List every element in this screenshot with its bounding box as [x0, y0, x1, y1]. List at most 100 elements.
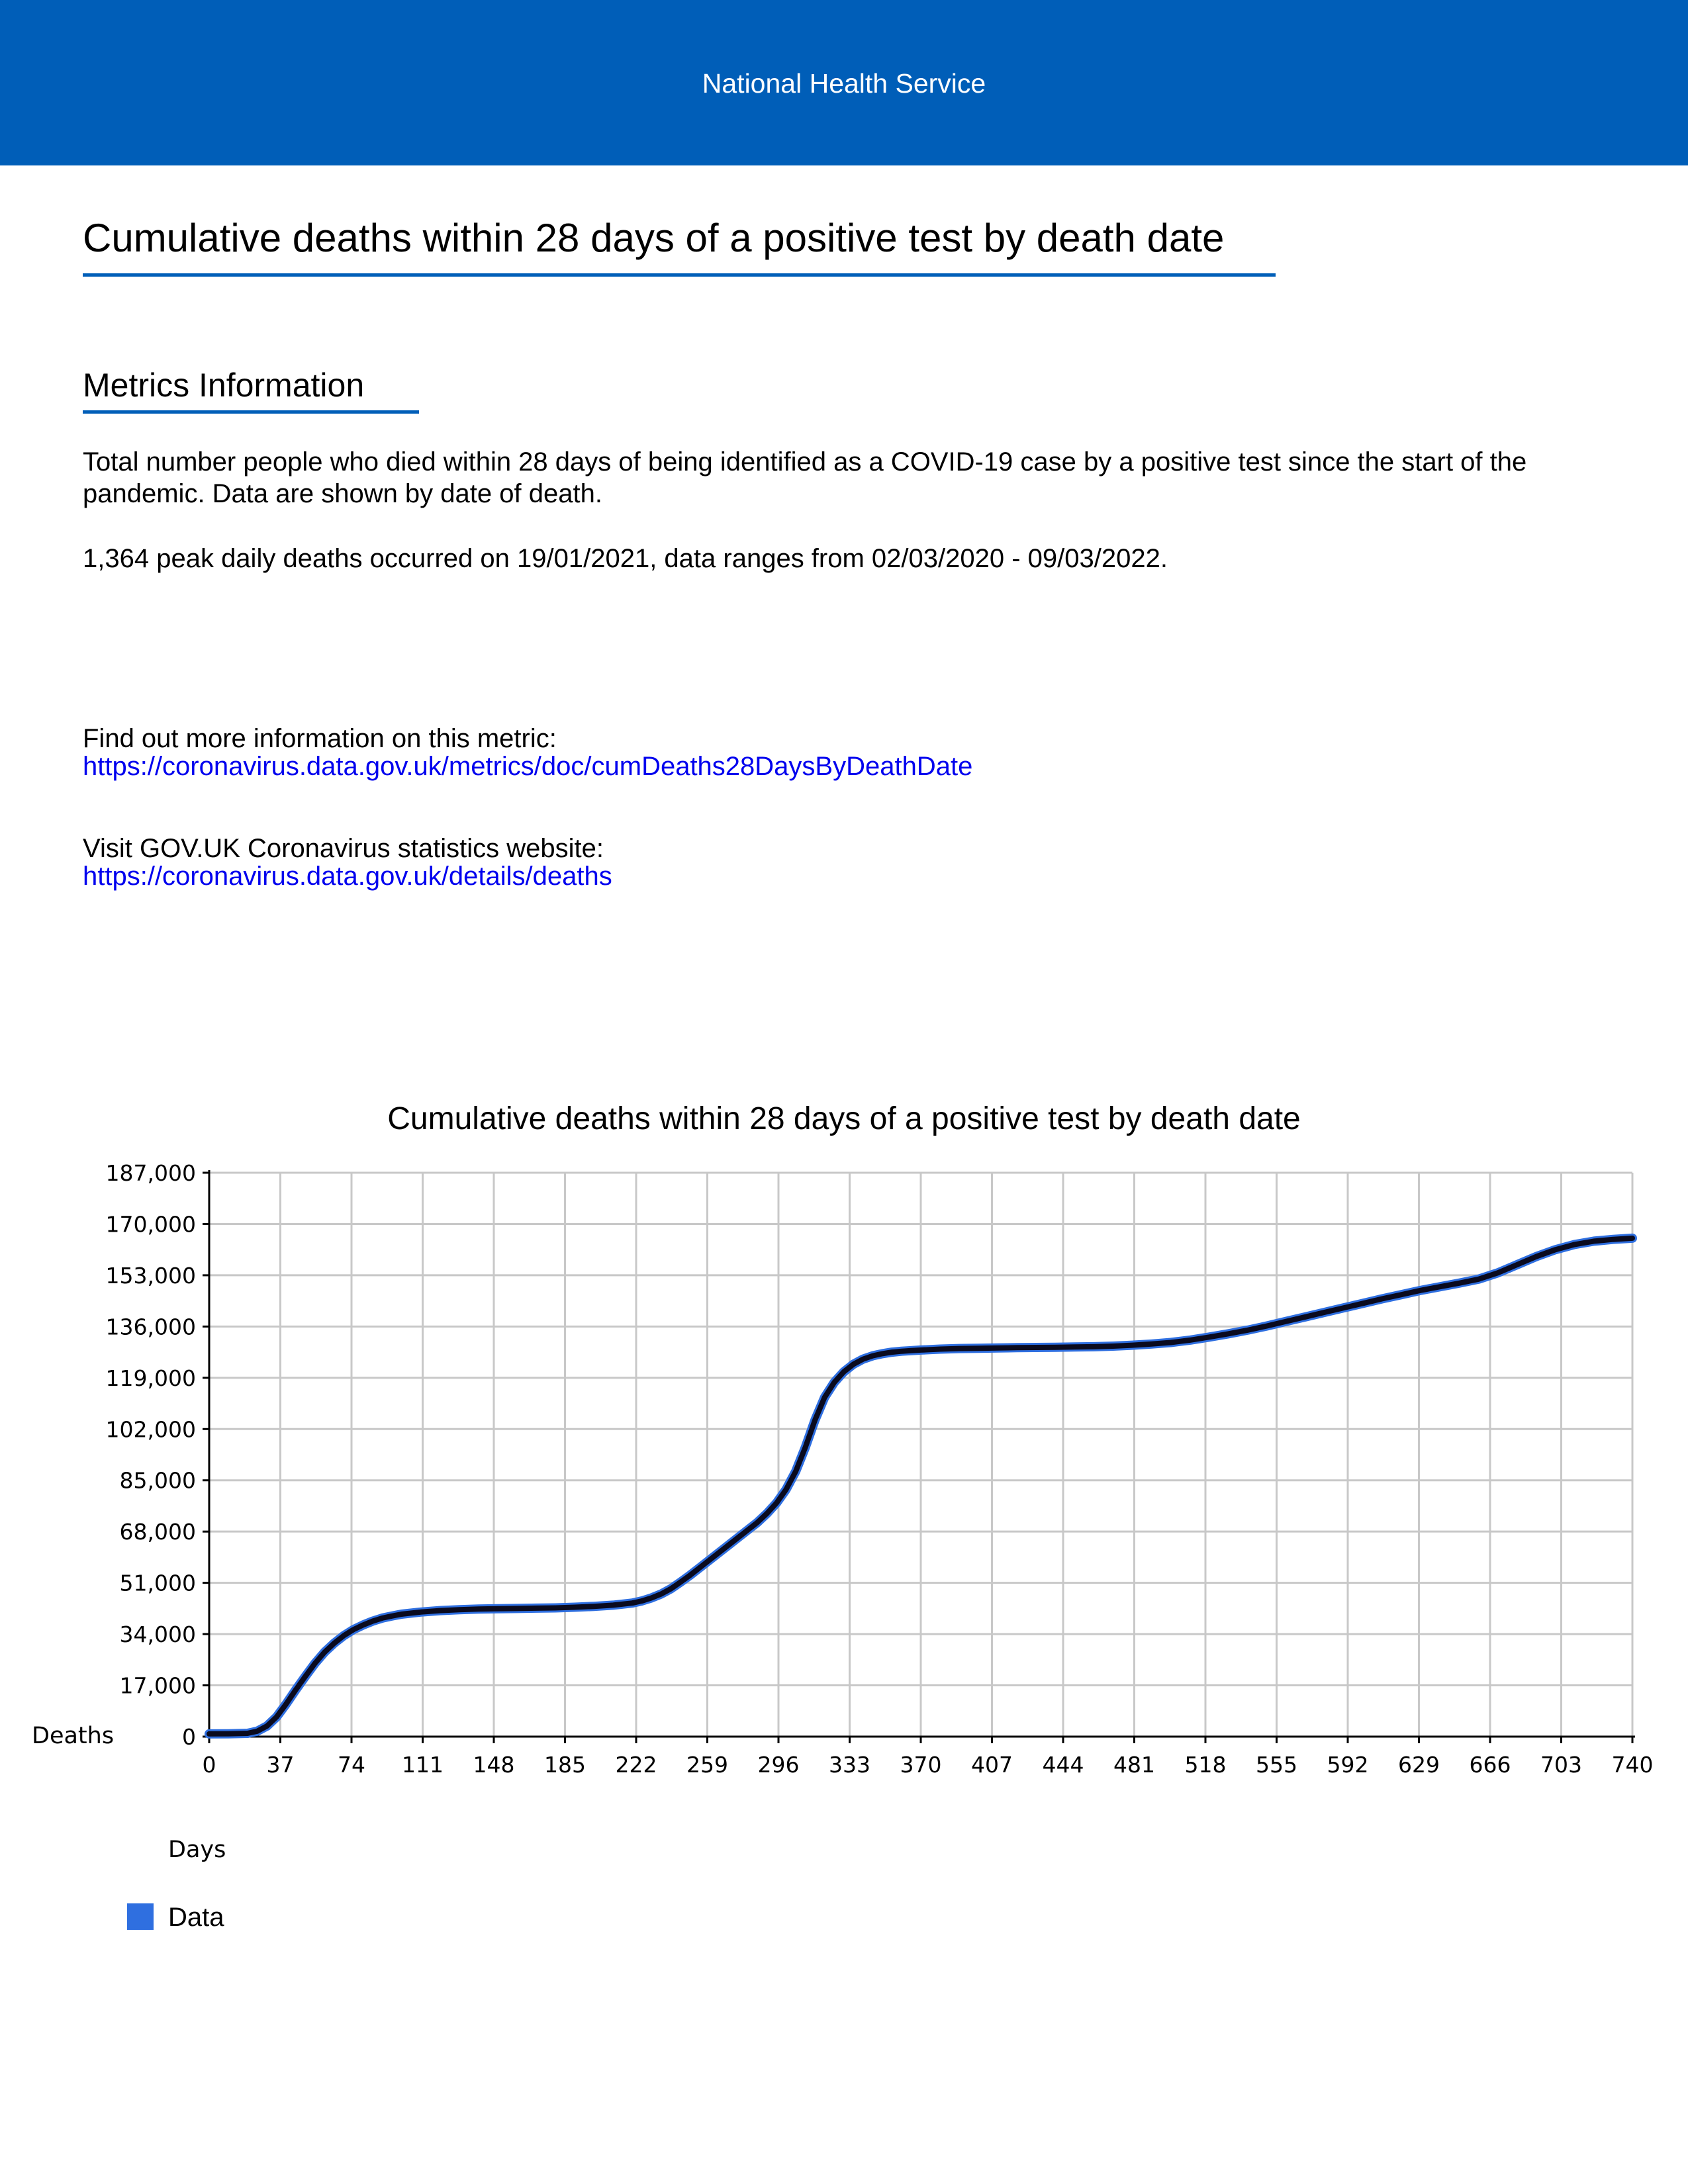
data-point [610, 1602, 616, 1608]
data-point [351, 1627, 356, 1632]
data-point [255, 1729, 260, 1734]
y-tick-label: 34,000 [120, 1621, 196, 1647]
header-title: National Health Service [702, 68, 986, 99]
data-point [765, 1511, 770, 1516]
data-point [457, 1607, 462, 1612]
x-tick-label: 444 [1043, 1752, 1084, 1778]
data-point [572, 1605, 577, 1610]
data-point [697, 1565, 702, 1570]
data-point [1572, 1242, 1577, 1247]
data-point [803, 1445, 808, 1450]
title-underline [83, 273, 1276, 277]
data-point [1284, 1319, 1289, 1324]
data-point [1168, 1340, 1174, 1345]
x-tick-label: 259 [686, 1752, 728, 1778]
data-point [360, 1622, 365, 1627]
data-point [726, 1543, 731, 1548]
data-point [1091, 1344, 1096, 1349]
data-point [899, 1349, 904, 1354]
data-point [1591, 1238, 1597, 1244]
x-axis-label: Days [168, 1837, 226, 1863]
data-point [880, 1351, 885, 1356]
data-point [1303, 1314, 1308, 1320]
data-point [735, 1535, 741, 1540]
x-tick-label: 222 [616, 1752, 657, 1778]
x-tick-label: 518 [1185, 1752, 1227, 1778]
data-point [861, 1357, 866, 1362]
data-point [774, 1500, 779, 1506]
data-point [389, 1614, 395, 1619]
y-tick-label: 136,000 [106, 1314, 196, 1340]
x-tick-label: 185 [544, 1752, 586, 1778]
data-point [995, 1345, 1000, 1351]
data-point [1245, 1328, 1250, 1333]
data-point [668, 1586, 673, 1592]
x-tick-label: 481 [1113, 1752, 1155, 1778]
data-point [1014, 1345, 1019, 1350]
metrics-summary: 1,364 peak daily deaths occurred on 19/0… [83, 544, 1168, 573]
data-point [476, 1606, 481, 1612]
x-tick-label: 740 [1612, 1752, 1654, 1778]
page-title: Cumulative deaths within 28 days of a po… [83, 216, 1225, 260]
x-tick-label: 703 [1540, 1752, 1582, 1778]
data-point [1380, 1296, 1385, 1301]
data-point [1457, 1281, 1462, 1286]
data-point [851, 1361, 856, 1367]
data-point [245, 1731, 250, 1736]
data-point [591, 1604, 596, 1609]
y-axis-label: Deaths [32, 1723, 114, 1749]
data-point [370, 1618, 375, 1623]
data-point [226, 1731, 231, 1737]
data-point [379, 1615, 385, 1621]
y-tick-label: 68,000 [120, 1519, 196, 1545]
data-point [1553, 1247, 1558, 1252]
data-point [534, 1606, 539, 1611]
data-point [1437, 1284, 1442, 1289]
data-point [908, 1348, 914, 1353]
metrics-heading-underline [83, 410, 419, 414]
metrics-heading: Metrics Information [83, 367, 365, 404]
data-point [495, 1606, 500, 1612]
data-point [687, 1572, 692, 1578]
data-point [812, 1418, 818, 1423]
x-tick-label: 111 [402, 1752, 444, 1778]
metric-doc-link[interactable]: https://coronavirus.data.gov.uk/metrics/… [83, 752, 973, 781]
data-point [418, 1610, 424, 1615]
data-point [514, 1606, 520, 1611]
x-tick-label: 555 [1256, 1752, 1297, 1778]
x-tick-label: 592 [1327, 1752, 1369, 1778]
data-point [1495, 1270, 1501, 1275]
data-point [1130, 1343, 1135, 1348]
data-point [1418, 1288, 1423, 1293]
data-point [1264, 1323, 1270, 1328]
x-tick-label: 37 [267, 1752, 295, 1778]
data-point [553, 1605, 558, 1610]
x-tick-label: 666 [1470, 1752, 1511, 1778]
data-point [630, 1600, 635, 1606]
website-link[interactable]: https://coronavirus.data.gov.uk/details/… [83, 862, 612, 891]
data-point [784, 1486, 789, 1492]
y-tick-label: 153,000 [106, 1263, 196, 1289]
data-point [841, 1369, 847, 1375]
data-point [264, 1723, 269, 1729]
x-tick-label: 148 [473, 1752, 515, 1778]
chart-title: Cumulative deaths within 28 days of a po… [387, 1101, 1300, 1136]
x-tick-label: 407 [971, 1752, 1013, 1778]
chart-grid [208, 1171, 1634, 1738]
x-tick-label: 370 [900, 1752, 942, 1778]
y-tick-label: 17,000 [120, 1673, 196, 1699]
data-point [332, 1641, 337, 1646]
legend-label: Data [168, 1903, 224, 1932]
data-point [706, 1557, 712, 1563]
data-point [755, 1520, 760, 1525]
x-tick-label: 629 [1398, 1752, 1440, 1778]
x-tick-label: 74 [338, 1752, 365, 1778]
x-tick-label: 296 [758, 1752, 800, 1778]
data-point [918, 1347, 923, 1353]
data-point [1476, 1277, 1481, 1282]
data-point [649, 1595, 654, 1600]
data-point [793, 1469, 798, 1474]
data-point [312, 1661, 318, 1666]
data-point [1341, 1305, 1346, 1310]
data-point [937, 1347, 943, 1352]
